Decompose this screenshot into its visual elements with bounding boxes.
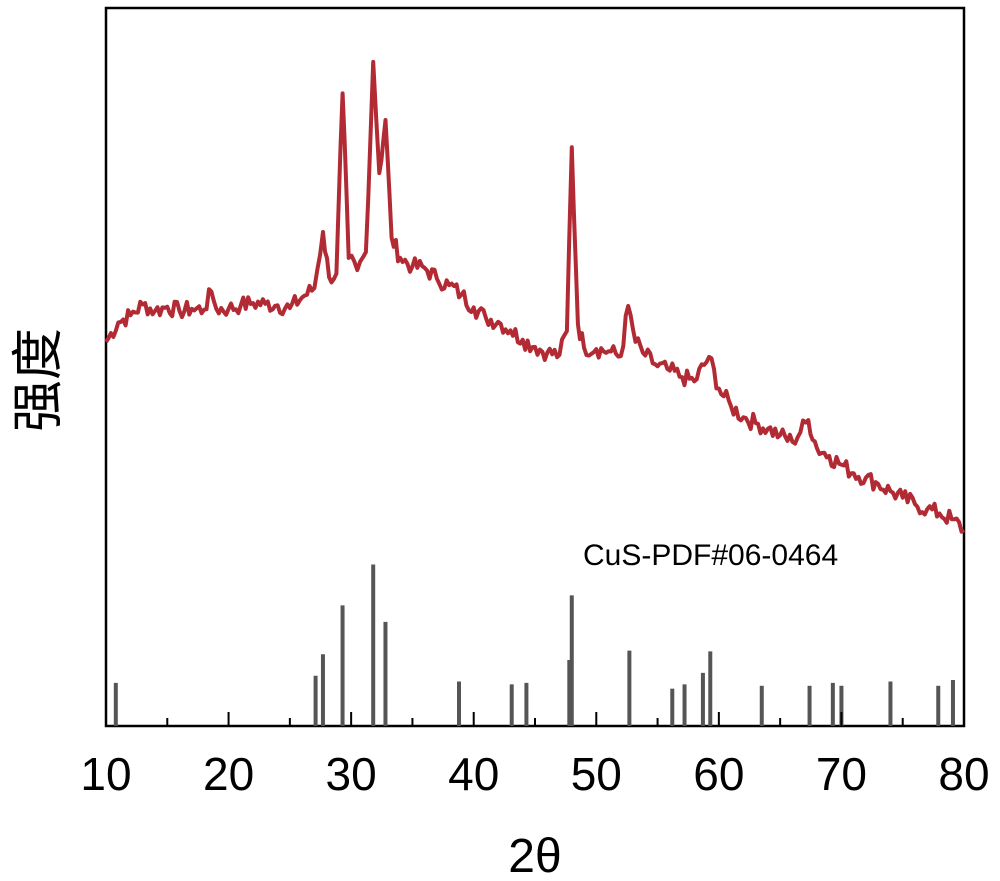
- plot-frame: [106, 8, 964, 726]
- x-tick-label: 70: [816, 748, 867, 800]
- x-tick-label: 50: [571, 748, 622, 800]
- reference-label: CuS-PDF#06-0464: [583, 539, 838, 572]
- x-tick-label: 40: [448, 748, 499, 800]
- xrd-pattern-line: [106, 62, 964, 532]
- x-tick-label: 10: [80, 748, 131, 800]
- x-axis-title: 2θ: [508, 830, 561, 881]
- x-tick-label: 30: [326, 748, 377, 800]
- x-tick-label: 20: [203, 748, 254, 800]
- y-axis-title: 强度: [9, 328, 69, 432]
- x-tick-label: 80: [938, 748, 989, 800]
- x-tick-label: 60: [693, 748, 744, 800]
- reference-peaks: [116, 564, 953, 726]
